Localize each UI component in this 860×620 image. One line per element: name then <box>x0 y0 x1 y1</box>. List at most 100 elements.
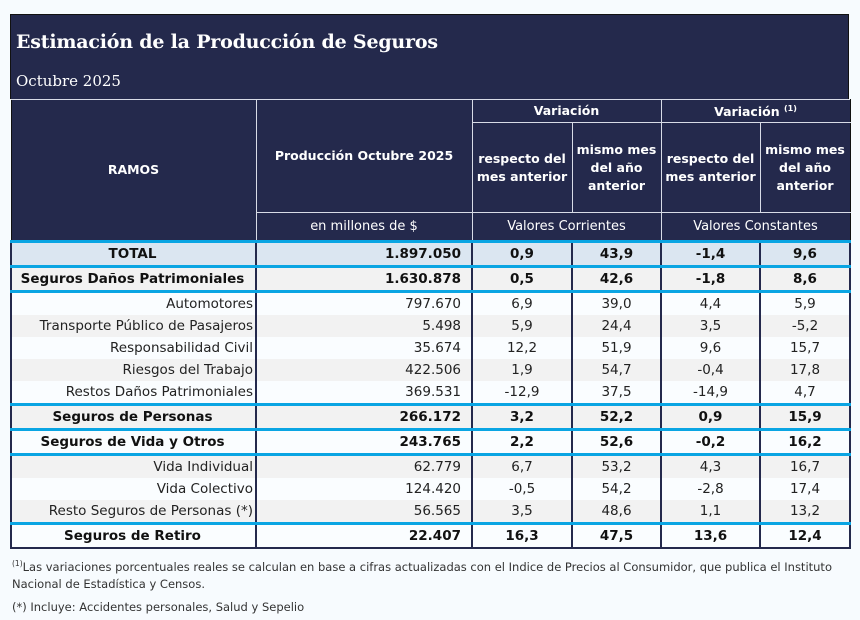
var-mes-corrientes-cell: 5,9 <box>471 315 573 337</box>
produccion-cell: 369.531 <box>255 381 473 405</box>
table-row: TOTAL 1.897.050 0,9 43,9 -1,4 9,6 <box>10 240 851 267</box>
ramo-cell: Seguros Daños Patrimoniales <box>10 265 257 292</box>
table-body: TOTAL 1.897.050 0,9 43,9 -1,4 9,6 Seguros Daño… <box>10 240 851 549</box>
produccion-cell: 22.407 <box>255 522 473 549</box>
table-row: Riesgos del Trabajo 422.506 1,9 54,7 -0,4 17,… <box>10 359 851 381</box>
var-anio-corrientes-cell: 39,0 <box>571 290 662 315</box>
var-mes-corrientes-cell: 12,2 <box>471 337 573 359</box>
var-anio-corrientes-cell: 52,2 <box>571 403 662 430</box>
var-mes-constantes-cell: -14,9 <box>660 381 761 405</box>
ramo-cell: Seguros de Retiro <box>10 522 257 549</box>
var-mes-corrientes-cell: 2,2 <box>471 428 573 455</box>
footnote-2: (*) Incluye: Accidentes personales, Salu… <box>12 599 305 614</box>
produccion-cell: 56.565 <box>255 500 473 524</box>
var-anio-corrientes-cell: 52,6 <box>571 428 662 455</box>
ramo-cell: Transporte Público de Pasajeros <box>10 315 257 337</box>
ramo-cell: Resto Seguros de Personas (*) <box>10 500 257 524</box>
var-anio-constantes-cell: 4,7 <box>759 381 851 405</box>
var-anio-constantes-cell: 5,9 <box>759 290 851 315</box>
var-mes-constantes-cell: 1,1 <box>660 500 761 524</box>
produccion-cell: 35.674 <box>255 337 473 359</box>
var-mes-corrientes-cell: 6,7 <box>471 453 573 478</box>
var-anio-constantes-cell: 17,4 <box>759 478 851 500</box>
header-variacion-constantes: Variación (1) <box>660 99 851 123</box>
table-row: Transporte Público de Pasajeros 5.498 5,9 2… <box>10 315 851 337</box>
var-anio-corrientes-cell: 48,6 <box>571 500 662 524</box>
ramo-cell: Seguros de Vida y Otros <box>10 428 257 455</box>
produccion-cell: 243.765 <box>255 428 473 455</box>
header-variacion-corrientes: Variación <box>471 99 662 123</box>
header-variacion-constantes-label: Variación <box>714 104 780 120</box>
var-anio-corrientes-cell: 24,4 <box>571 315 662 337</box>
produccion-cell: 124.420 <box>255 478 473 500</box>
var-mes-corrientes-cell: -12,9 <box>471 381 573 405</box>
produccion-cell: 266.172 <box>255 403 473 430</box>
footnote-1-text: Las variaciones porcentuales reales se c… <box>12 559 832 591</box>
produccion-cell: 5.498 <box>255 315 473 337</box>
table-row: Resto Seguros de Personas (*) 56.565 3,5 48… <box>10 500 851 524</box>
header-anio-anterior-constantes: mismo mes del año anterior <box>759 122 851 213</box>
var-anio-constantes-cell: 8,6 <box>759 265 851 292</box>
footnote-1-marker: (1) <box>12 559 23 568</box>
var-mes-constantes-cell: -1,4 <box>660 240 761 267</box>
var-anio-corrientes-cell: 43,9 <box>571 240 662 267</box>
produccion-cell: 62.779 <box>255 453 473 478</box>
var-anio-constantes-cell: 15,9 <box>759 403 851 430</box>
var-mes-corrientes-cell: 0,9 <box>471 240 573 267</box>
var-anio-constantes-cell: 9,6 <box>759 240 851 267</box>
title-band: Estimación de la Producción de Seguros O… <box>10 14 849 99</box>
produccion-cell: 1.897.050 <box>255 240 473 267</box>
var-mes-corrientes-cell: 0,5 <box>471 265 573 292</box>
ramo-cell: Vida Individual <box>10 453 257 478</box>
var-mes-constantes-cell: -2,8 <box>660 478 761 500</box>
header-anio-anterior-corrientes: mismo mes del año anterior <box>571 122 662 213</box>
footnotes: (1)Las variaciones porcentuales reales s… <box>12 555 842 616</box>
footnote-ref: (1) <box>783 104 797 114</box>
table-row: Responsabilidad Civil 35.674 12,2 51,9 9,6 15… <box>10 337 851 359</box>
var-anio-corrientes-cell: 53,2 <box>571 453 662 478</box>
var-anio-constantes-cell: 16,2 <box>759 428 851 455</box>
ramo-cell: Riesgos del Trabajo <box>10 359 257 381</box>
var-mes-corrientes-cell: 3,5 <box>471 500 573 524</box>
table-row: Vida Individual 62.779 6,7 53,2 4,3 16,7 <box>10 453 851 478</box>
var-mes-corrientes-cell: 16,3 <box>471 522 573 549</box>
var-mes-constantes-cell: 4,4 <box>660 290 761 315</box>
var-anio-corrientes-cell: 37,5 <box>571 381 662 405</box>
var-mes-corrientes-cell: 1,9 <box>471 359 573 381</box>
table-row: Seguros Daños Patrimoniales 1.630.878 0,5 4… <box>10 265 851 292</box>
var-mes-corrientes-cell: 3,2 <box>471 403 573 430</box>
var-mes-constantes-cell: 3,5 <box>660 315 761 337</box>
ramo-cell: Vida Colectivo <box>10 478 257 500</box>
table-row: Seguros de Retiro 22.407 16,3 47,5 13,6 12,4 <box>10 522 851 549</box>
var-anio-constantes-cell: 16,7 <box>759 453 851 478</box>
header-ramos: RAMOS <box>10 99 257 242</box>
var-anio-constantes-cell: 13,2 <box>759 500 851 524</box>
header-mes-anterior-constantes: respecto del mes anterior <box>660 122 761 213</box>
var-mes-constantes-cell: 13,6 <box>660 522 761 549</box>
var-mes-constantes-cell: -0,2 <box>660 428 761 455</box>
table-row: Seguros de Vida y Otros 243.765 2,2 52,6 -0,… <box>10 428 851 455</box>
header-unidad-produccion: en millones de $ <box>255 212 473 242</box>
table-row: Restos Daños Patrimoniales 369.531 -12,9 37… <box>10 381 851 405</box>
var-anio-constantes-cell: 15,7 <box>759 337 851 359</box>
var-mes-corrientes-cell: -0,5 <box>471 478 573 500</box>
header-valores-corrientes: Valores Corrientes <box>471 212 662 242</box>
var-anio-constantes-cell: 12,4 <box>759 522 851 549</box>
var-mes-corrientes-cell: 6,9 <box>471 290 573 315</box>
ramo-cell: Responsabilidad Civil <box>10 337 257 359</box>
report-subtitle: Octubre 2025 <box>16 72 121 90</box>
table-row: Vida Colectivo 124.420 -0,5 54,2 -2,8 17,4 <box>10 478 851 500</box>
report-frame: Estimación de la Producción de Seguros O… <box>10 14 851 549</box>
table-row: Automotores 797.670 6,9 39,0 4,4 5,9 <box>10 290 851 315</box>
var-anio-corrientes-cell: 54,7 <box>571 359 662 381</box>
produccion-cell: 422.506 <box>255 359 473 381</box>
var-anio-corrientes-cell: 42,6 <box>571 265 662 292</box>
var-anio-constantes-cell: 17,8 <box>759 359 851 381</box>
ramo-cell: TOTAL <box>10 240 257 267</box>
var-mes-constantes-cell: -0,4 <box>660 359 761 381</box>
produccion-cell: 1.630.878 <box>255 265 473 292</box>
var-anio-corrientes-cell: 51,9 <box>571 337 662 359</box>
ramo-cell: Seguros de Personas <box>10 403 257 430</box>
var-anio-constantes-cell: -5,2 <box>759 315 851 337</box>
var-mes-constantes-cell: 0,9 <box>660 403 761 430</box>
